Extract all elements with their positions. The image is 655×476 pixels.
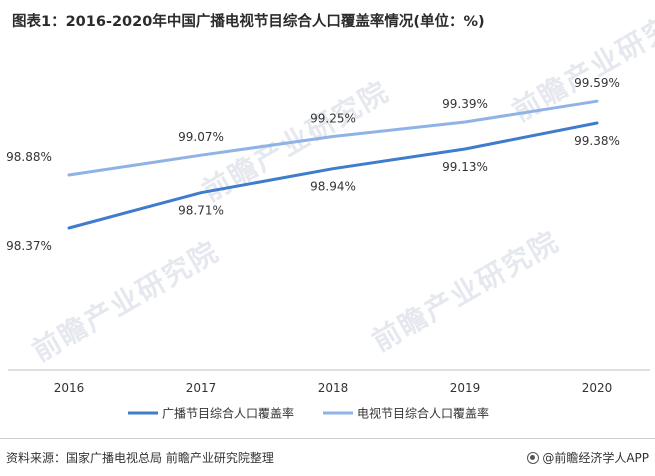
brand-logo-icon xyxy=(527,451,540,464)
data-label: 98.94% xyxy=(310,180,356,194)
brand-text: @前瞻经济学人APP xyxy=(542,451,649,465)
data-label: 99.07% xyxy=(178,130,224,144)
legend-label: 广播节目综合人口覆盖率 xyxy=(162,406,294,421)
data-label: 99.39% xyxy=(442,97,488,111)
data-label: 99.13% xyxy=(442,160,488,174)
x-tick-label: 2016 xyxy=(54,381,85,395)
data-label: 98.37% xyxy=(6,239,52,253)
footer-divider xyxy=(0,438,655,439)
x-tick-label: 2019 xyxy=(450,381,481,395)
data-label: 99.38% xyxy=(574,134,620,148)
chart-title: 图表1：2016-2020年中国广播电视节目综合人口覆盖率情况(单位：%) xyxy=(12,14,485,30)
source-note: 资料来源：国家广播电视总局 前瞻产业研究院整理 xyxy=(6,451,274,465)
legend-label: 电视节目综合人口覆盖率 xyxy=(357,406,489,421)
x-tick-label: 2018 xyxy=(318,381,349,395)
x-tick-label: 2020 xyxy=(582,381,613,395)
data-label: 99.59% xyxy=(574,76,620,90)
data-label: 98.71% xyxy=(178,204,224,218)
series-line-2 xyxy=(67,99,599,177)
brand-credit: @前瞻经济学人APP xyxy=(527,449,649,466)
x-tick-label: 2017 xyxy=(186,381,217,395)
data-label: 99.25% xyxy=(310,112,356,126)
data-label: 98.88% xyxy=(6,150,52,164)
series-line-1 xyxy=(67,121,599,230)
